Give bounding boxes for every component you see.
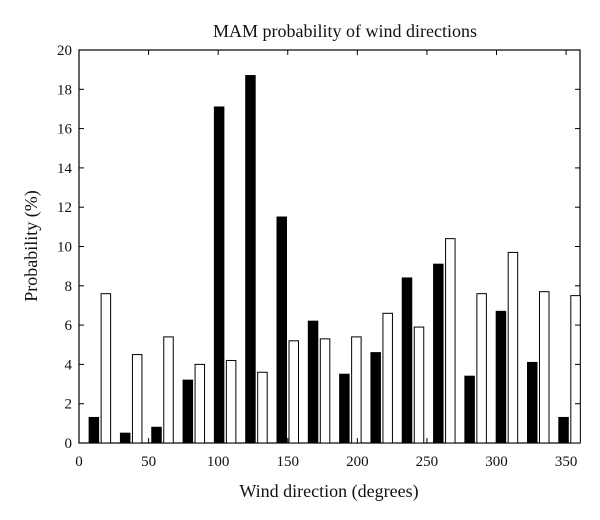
y-tick-label: 18	[57, 82, 72, 98]
x-tick-label: 300	[485, 454, 508, 470]
bar-open	[445, 238, 456, 444]
bar-open	[382, 312, 393, 444]
bar-open	[257, 371, 268, 444]
y-tick-label: 10	[57, 240, 72, 256]
y-tick-label: 14	[57, 161, 73, 177]
bar-filled	[433, 263, 444, 444]
bar-open	[131, 354, 143, 444]
bar-open	[570, 295, 581, 444]
bar-open	[100, 293, 112, 444]
bar-open	[507, 251, 519, 444]
bar-filled	[151, 426, 162, 444]
bar-filled	[401, 277, 413, 444]
bar-open	[288, 340, 299, 444]
chart-title: MAM probability of wind directions	[213, 21, 477, 41]
bar-filled	[276, 216, 287, 444]
bar-filled	[495, 310, 507, 444]
x-tick-label: 0	[75, 454, 83, 470]
y-tick-label: 4	[65, 357, 73, 373]
bar-open	[413, 326, 425, 444]
bar-filled	[464, 375, 475, 444]
bar-open	[539, 291, 550, 444]
bar-open	[163, 336, 174, 444]
x-tick-label: 50	[141, 454, 156, 470]
y-tick-label: 8	[65, 279, 73, 295]
x-tick-label: 150	[277, 454, 300, 470]
bar-open	[476, 293, 487, 444]
y-tick-label: 6	[65, 318, 73, 334]
bar-filled	[558, 416, 569, 444]
bar-open	[194, 363, 206, 444]
bar-filled	[182, 379, 194, 444]
x-tick-label: 350	[555, 454, 578, 470]
bar-open	[319, 338, 331, 444]
x-tick-label: 250	[416, 454, 439, 470]
bar-filled	[88, 416, 100, 444]
bar-filled	[339, 373, 350, 444]
bars-layer	[88, 75, 581, 444]
ticks-layer: 0 50 100 150 200 250 300 350 0 2 4 6 8 10 12 14 16 18 20	[57, 43, 580, 470]
y-tick-label: 12	[57, 200, 72, 216]
bar-filled	[245, 75, 256, 444]
y-tick-label: 2	[65, 397, 73, 413]
y-tick-label: 16	[57, 122, 73, 138]
bar-filled	[213, 106, 225, 444]
y-tick-label: 20	[57, 43, 72, 59]
bar-filled	[370, 352, 381, 444]
x-tick-label: 100	[207, 454, 230, 470]
bar-filled	[307, 320, 319, 444]
bar-open	[225, 359, 237, 444]
x-axis-label: Wind direction (degrees)	[239, 481, 418, 502]
bar-filled	[527, 361, 538, 444]
bar-filled	[119, 432, 131, 444]
x-tick-label: 200	[346, 454, 369, 470]
bar-open	[351, 336, 362, 444]
y-tick-label: 0	[65, 436, 73, 452]
y-axis-label: Probability (%)	[21, 190, 42, 301]
